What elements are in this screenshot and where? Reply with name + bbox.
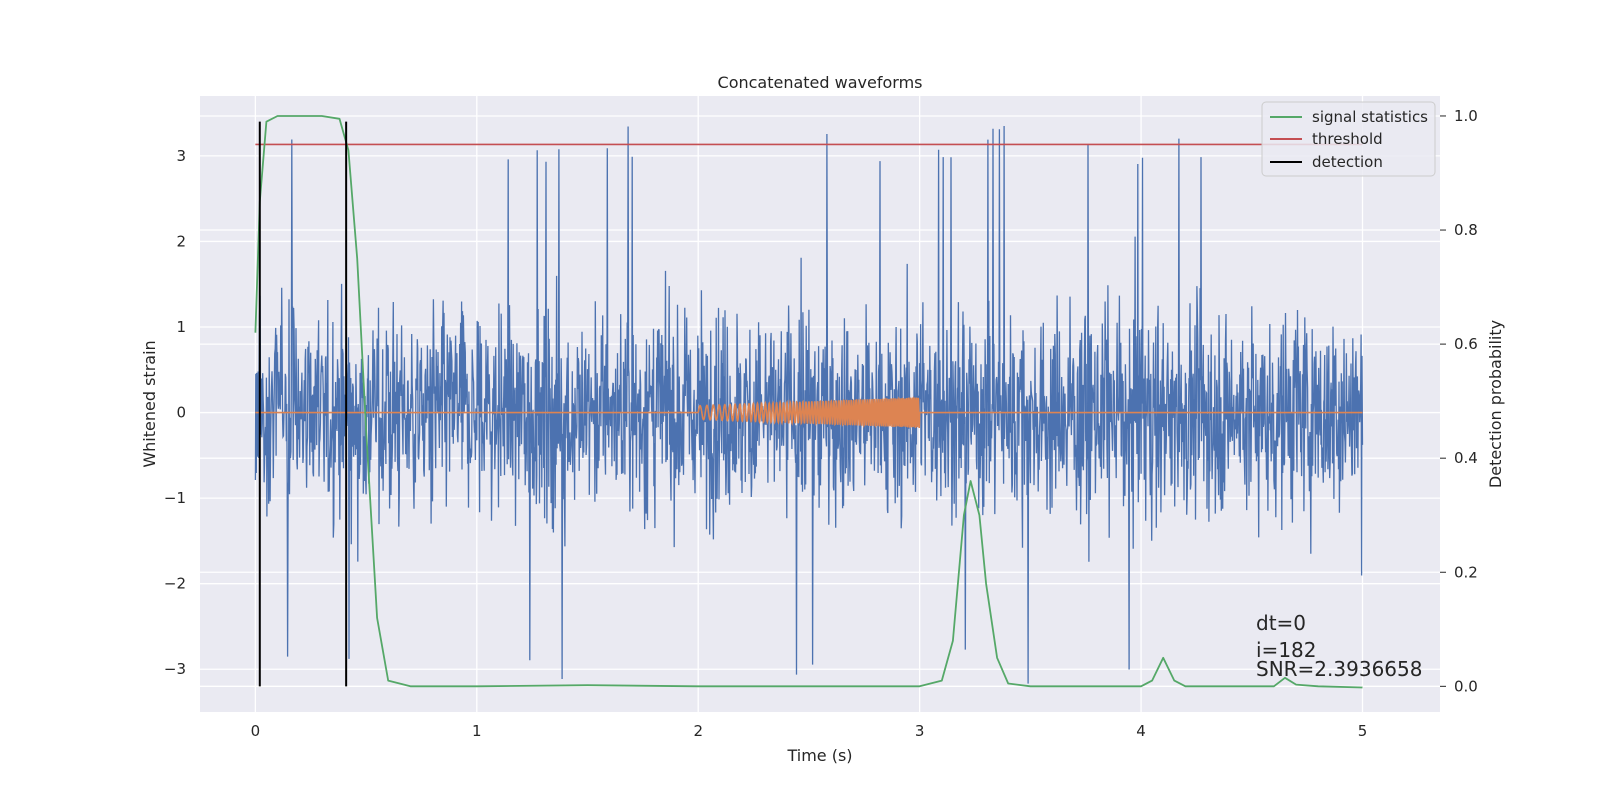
x-axis-label: Time (s) [786,746,852,765]
legend: signal statistics threshold detection [1261,101,1436,177]
y2-tick-label: 0.6 [1454,335,1478,353]
x-tick-label: 1 [472,722,482,740]
y2-axis-label: Detection probability [1486,320,1505,488]
signal-statistics-line [254,115,1363,689]
x-tick-label: 2 [693,722,703,740]
x-tick-label: 4 [1136,722,1146,740]
legend-label-signal-statistics: signal statistics [1312,108,1428,126]
x-tick-label: 5 [1358,722,1368,740]
plot-area [254,115,1364,689]
x-axis-ticks: 0 1 2 3 4 5 [251,722,1368,740]
legend-label-threshold: threshold [1312,130,1383,148]
y-tick-label: 2 [176,232,186,250]
plot-clip-group [254,115,1364,689]
x-tick-label: 0 [251,722,261,740]
y-tick-label: −2 [164,575,186,593]
annotation-dt: dt=0 [1256,611,1306,635]
right-axis-ticks: 0.0 0.2 0.4 0.6 0.8 1.0 [1440,107,1478,695]
y-tick-label: 3 [176,147,186,165]
template-series-line [255,396,1363,429]
y-tick-label: 0 [176,404,186,422]
y-axis-label: Whitened strain [140,340,159,467]
strain-series-line [254,125,1364,684]
y2-tick-label: 0.4 [1454,449,1478,467]
x-tick-label: 3 [915,722,925,740]
y2-tick-label: 0.0 [1454,677,1478,695]
chart-title: Concatenated waveforms [718,73,923,92]
y2-tick-label: 0.8 [1454,221,1478,239]
y-tick-label: −3 [164,660,186,678]
y2-tick-label: 1.0 [1454,107,1478,125]
annotation-block: dt=0 i=182 SNR=2.3936658 [1256,611,1422,681]
left-axis-ticks: −3 −2 −1 0 1 2 3 [164,147,186,678]
legend-box [1261,101,1436,177]
y-tick-label: 1 [176,318,186,336]
legend-label-detection: detection [1312,153,1383,171]
annotation-snr: SNR=2.3936658 [1256,657,1422,681]
annotation-index: i=182 [1256,638,1317,662]
y2-tick-label: 0.2 [1454,563,1478,581]
y-tick-label: −1 [164,489,186,507]
